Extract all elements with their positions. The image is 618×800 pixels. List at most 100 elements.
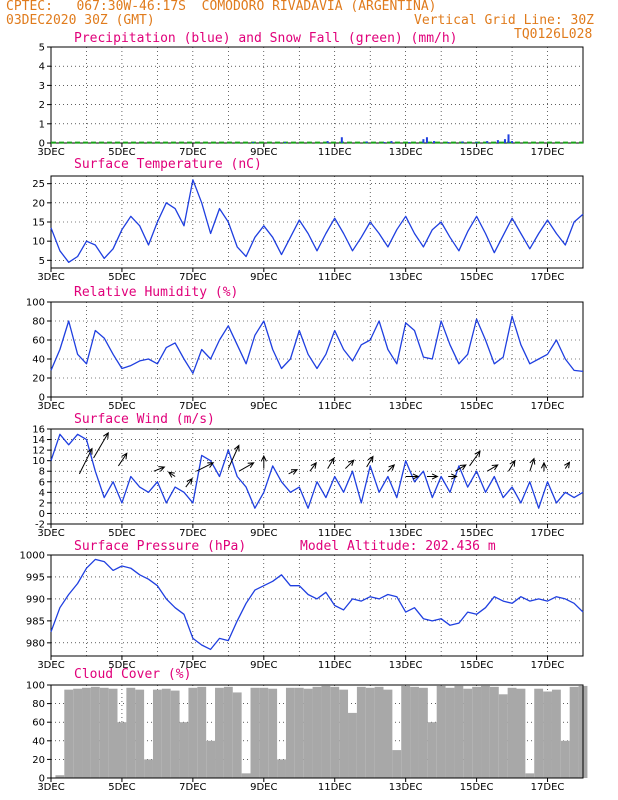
wind-arrow [78,447,93,475]
wind-arrow [455,464,467,472]
x-tick-label: 15DEC [460,660,494,671]
cloud-bar [312,686,322,778]
cloud-bar [534,688,544,778]
x-tick-label: 5DEC [108,272,135,283]
cloud-bar [268,688,278,778]
precip-bar [365,141,368,143]
precip-bar [252,142,255,143]
y-tick-label: 0 [39,509,45,520]
y-tick-label: 60 [32,718,45,729]
y-tick-label: 14 [32,435,45,446]
x-tick-label: 13DEC [389,660,423,671]
cloud-bar [73,688,83,778]
x-tick-label: 13DEC [389,401,423,412]
x-tick-label: 15DEC [460,782,494,793]
cloud-bar [454,685,464,778]
wind-arrow [117,452,128,467]
cloud-bar [525,773,535,778]
cloud-bar [259,687,269,778]
x-tick-label: 9DEC [250,660,277,671]
x-tick-label: 17DEC [531,660,565,671]
precip-bar [383,142,386,143]
precip-bar [433,141,436,143]
cloud-bar [108,688,118,778]
cloud-bar [436,685,446,778]
y-tick-label: 1 [39,119,45,130]
cloud-bar [197,686,207,778]
y-tick-label: -2 [35,520,45,531]
cloud-bar [463,688,473,778]
precip-bar [408,142,411,143]
wind-arrow [260,454,267,469]
wind-arrow [387,464,396,472]
x-tick-label: 11DEC [318,660,352,671]
y-tick-label: 0 [39,393,45,404]
cloud-bar [410,686,419,778]
wind-arrow [167,471,176,478]
y-tick-label: 5 [39,256,45,267]
x-tick-label: 11DEC [318,147,352,158]
precip-bar [461,141,464,143]
cloud-bar [126,687,136,778]
header-line1: CPTEC: 067:30W-46:17S COMODORO RIVADAVIA… [6,0,437,14]
wind-arrow [238,462,255,472]
x-tick-label: 17DEC [531,782,565,793]
x-tick-label: 5DEC [108,147,135,158]
wind-arrow [405,473,420,480]
y-tick-label: 995 [26,572,45,583]
x-tick-label: 13DEC [389,272,423,283]
wind-arrow [345,459,355,469]
cloud-bar [339,689,349,778]
y-tick-label: 10 [32,456,45,467]
panel-title: Relative Humidity (%) [74,285,238,300]
wind-arrow [508,459,516,472]
cloud-bar [356,686,366,778]
panel-title: Precipitation (blue) and Snow Fall (gree… [74,31,458,46]
y-tick-label: 4 [39,488,45,499]
precip-bar [340,137,343,143]
cloud-bar [374,686,384,778]
series-line [50,558,584,651]
wind-arrow [366,455,374,468]
wind-arrow [93,431,109,459]
cloud-bar [551,689,561,778]
cloud-bar [498,694,508,778]
y-tick-label: 20 [32,198,45,209]
wind-arrow [196,462,215,472]
cloud-bar [64,689,74,778]
panel-frame [50,684,584,779]
x-tick-label: 7DEC [179,272,206,283]
x-tick-label: 5DEC [108,660,135,671]
precip-bar [447,142,450,143]
cloud-bar [321,685,331,778]
x-tick-label: 15DEC [460,147,494,158]
cloud-bar [144,759,153,778]
panel-frame [50,554,584,657]
wind-arrow [288,469,299,475]
cloud-bar [206,740,216,778]
y-tick-label: 20 [32,755,45,766]
x-tick-label: 5DEC [108,401,135,412]
x-tick-label: 11DEC [318,272,352,283]
x-tick-label: 7DEC [179,782,206,793]
y-tick-label: 5 [39,43,45,54]
wind-arrow [448,473,458,480]
x-tick-label: 15DEC [460,272,494,283]
precip-bar [503,139,506,143]
y-tick-label: 2 [39,498,45,509]
wind-arrow [486,464,499,472]
precip-bar [486,141,489,143]
series-line [50,315,584,374]
cloud-bar [516,688,526,778]
cloud-bar [303,688,313,778]
x-tick-label: 17DEC [531,147,565,158]
x-tick-label: 7DEC [179,147,206,158]
wind-arrow [540,461,548,472]
wind-arrow [153,466,166,472]
cloud-bar [348,712,357,778]
cloud-bar [560,740,570,778]
precip-bar [496,140,499,143]
x-tick-label: 15DEC [460,528,494,539]
panel-title: Surface Pressure (hPa) [74,539,246,554]
panel-title: Surface Temperature (nC) [74,157,262,172]
